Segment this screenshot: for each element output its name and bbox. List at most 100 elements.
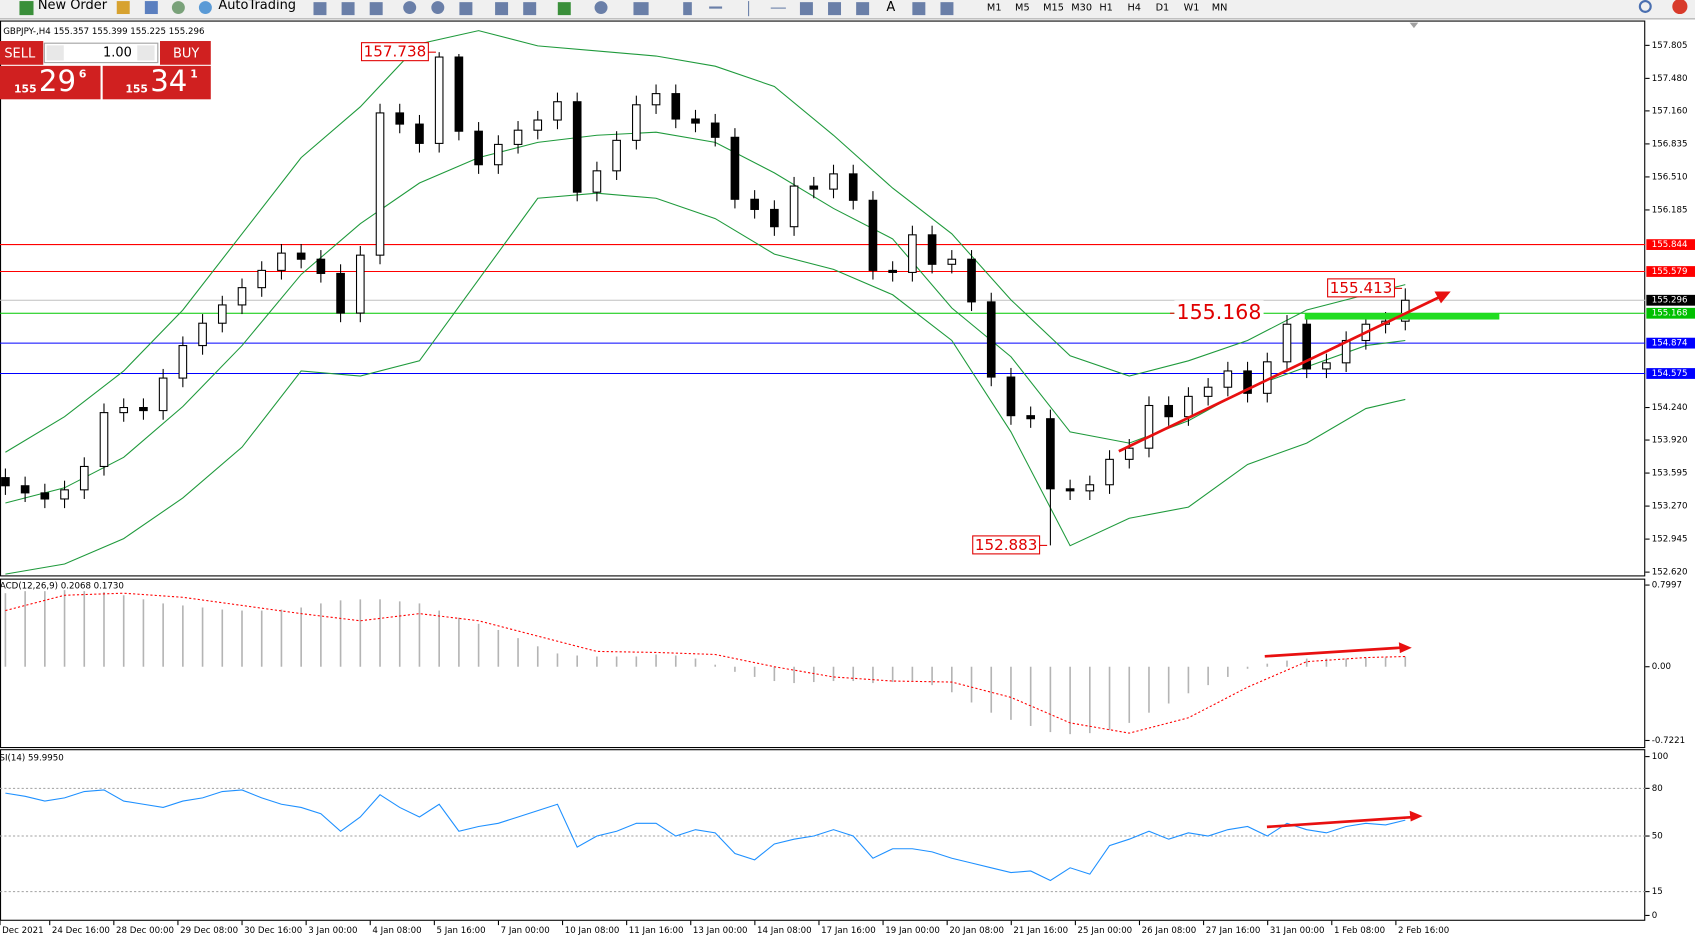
toolbar-icon[interactable] xyxy=(116,1,130,15)
hline-icon[interactable] xyxy=(770,7,786,9)
ask-box[interactable] xyxy=(102,65,211,100)
crosshair-icon[interactable] xyxy=(709,6,723,9)
candle-body xyxy=(99,412,109,468)
candle-body xyxy=(20,485,30,494)
arrows-icon[interactable] xyxy=(940,2,954,16)
candle-body xyxy=(750,198,759,210)
label-icon[interactable] xyxy=(912,2,926,16)
candle-body xyxy=(572,101,582,193)
price-level-tag xyxy=(1646,337,1695,349)
volume-field[interactable] xyxy=(43,42,159,64)
candle-body xyxy=(474,130,483,166)
volume-value[interactable]: 1.00 xyxy=(103,45,132,60)
toolbar xyxy=(0,0,1695,19)
volume-down[interactable] xyxy=(46,45,64,61)
arrow-head xyxy=(1398,642,1412,654)
arrow-head xyxy=(1409,810,1423,822)
y-tick-label: 0.7997 xyxy=(1652,581,1682,591)
price-label: 152.883 xyxy=(975,536,1038,554)
timeframe-button[interactable]: M1 xyxy=(987,3,1002,14)
channel-icon[interactable] xyxy=(828,2,842,16)
price-level-label: 155.844 xyxy=(1652,240,1688,250)
trend-arrow[interactable] xyxy=(1118,295,1441,453)
timeframe-button[interactable]: H1 xyxy=(1099,3,1113,14)
cursor-icon[interactable] xyxy=(683,2,692,16)
sell-label[interactable]: SELL xyxy=(4,46,36,61)
candle-body xyxy=(1302,323,1312,370)
candle-body xyxy=(789,185,799,228)
candle-body xyxy=(158,377,168,412)
candle-body xyxy=(217,304,227,324)
rsi-trend-arrow[interactable] xyxy=(1266,815,1412,829)
timeframe-button[interactable]: W1 xyxy=(1184,3,1200,14)
trendline-icon[interactable] xyxy=(799,2,813,16)
zoom-in-icon[interactable] xyxy=(403,1,417,15)
candle-body xyxy=(296,252,306,260)
buy-label[interactable]: BUY xyxy=(173,46,199,61)
indicators-icon[interactable] xyxy=(557,2,571,16)
ask-sup: 1 xyxy=(190,67,198,80)
y-tick-label: 152.945 xyxy=(1652,535,1688,545)
candle-body xyxy=(986,301,996,378)
vline-icon[interactable] xyxy=(748,1,750,17)
candle-body xyxy=(119,406,129,414)
templates-icon[interactable] xyxy=(633,2,649,16)
text-tool[interactable]: A xyxy=(886,0,895,15)
price-level-label: 154.874 xyxy=(1652,339,1688,349)
toolbar-icon[interactable] xyxy=(144,1,158,15)
price-level-label: 155.579 xyxy=(1652,267,1688,277)
candle-body xyxy=(1026,415,1035,420)
bar-chart-icon[interactable] xyxy=(313,2,327,16)
candle-body xyxy=(375,112,385,256)
timeframe-button[interactable]: MN xyxy=(1212,3,1228,14)
notification-icon[interactable] xyxy=(1672,0,1688,15)
shift-marker[interactable] xyxy=(1409,22,1419,29)
new-order-icon[interactable] xyxy=(19,1,34,16)
timeframe-button[interactable]: M30 xyxy=(1071,3,1092,14)
candle-body xyxy=(533,119,543,131)
candle-body xyxy=(908,234,917,273)
new-order-button[interactable]: New Order xyxy=(38,0,108,13)
toolbar-icon[interactable] xyxy=(171,1,185,15)
autoscroll-icon[interactable] xyxy=(495,2,509,16)
y-tick-label: 153.270 xyxy=(1652,502,1688,512)
candle-body xyxy=(454,56,464,132)
ask-main: 34 xyxy=(150,64,187,98)
timeframe-button[interactable]: D1 xyxy=(1156,3,1170,14)
line-chart-icon[interactable] xyxy=(369,2,383,16)
candle-body xyxy=(1322,362,1331,370)
timeframe-button[interactable]: H4 xyxy=(1127,3,1141,14)
tile-icon[interactable] xyxy=(459,2,473,16)
indicator-title: RSI(14) 59.9950 xyxy=(0,753,64,763)
y-tick-label: 0 xyxy=(1652,911,1658,921)
auto-trading-icon[interactable] xyxy=(198,1,212,15)
sell-button[interactable] xyxy=(0,41,44,65)
y-tick-label: 15 xyxy=(1652,887,1663,897)
candle-chart-icon[interactable] xyxy=(341,2,355,16)
volume-up[interactable] xyxy=(137,45,155,61)
periods-icon[interactable] xyxy=(594,1,608,15)
fibo-icon[interactable] xyxy=(856,2,870,16)
x-tick-label: Dec 2021 xyxy=(2,926,43,936)
y-tick-label: 157.160 xyxy=(1652,106,1688,116)
candle-body xyxy=(809,185,819,190)
candle-body xyxy=(927,234,937,265)
bid-box[interactable] xyxy=(0,65,101,100)
y-tick-label: 153.920 xyxy=(1652,436,1688,446)
macd-trend-arrow[interactable] xyxy=(1264,646,1402,658)
candle-body xyxy=(1282,323,1292,363)
timeframe-button[interactable]: M15 xyxy=(1043,3,1064,14)
buy-button[interactable] xyxy=(159,41,211,65)
x-tick-label: 20 Jan 08:00 xyxy=(949,926,1004,936)
timeframe-button[interactable]: M5 xyxy=(1015,3,1030,14)
y-tick-label: 80 xyxy=(1652,784,1663,794)
search-icon[interactable] xyxy=(1638,0,1652,13)
zoom-out-icon[interactable] xyxy=(431,1,445,15)
x-tick-label: 28 Dec 00:00 xyxy=(116,926,174,936)
drawing-objects: SELL 1.00 BUY 155 29 6 155 34 1 xyxy=(0,41,1500,829)
candle-body xyxy=(1164,404,1174,418)
shift-icon[interactable] xyxy=(523,2,537,16)
candle-body xyxy=(336,272,345,314)
auto-trading-button[interactable]: AutoTrading xyxy=(218,0,296,13)
